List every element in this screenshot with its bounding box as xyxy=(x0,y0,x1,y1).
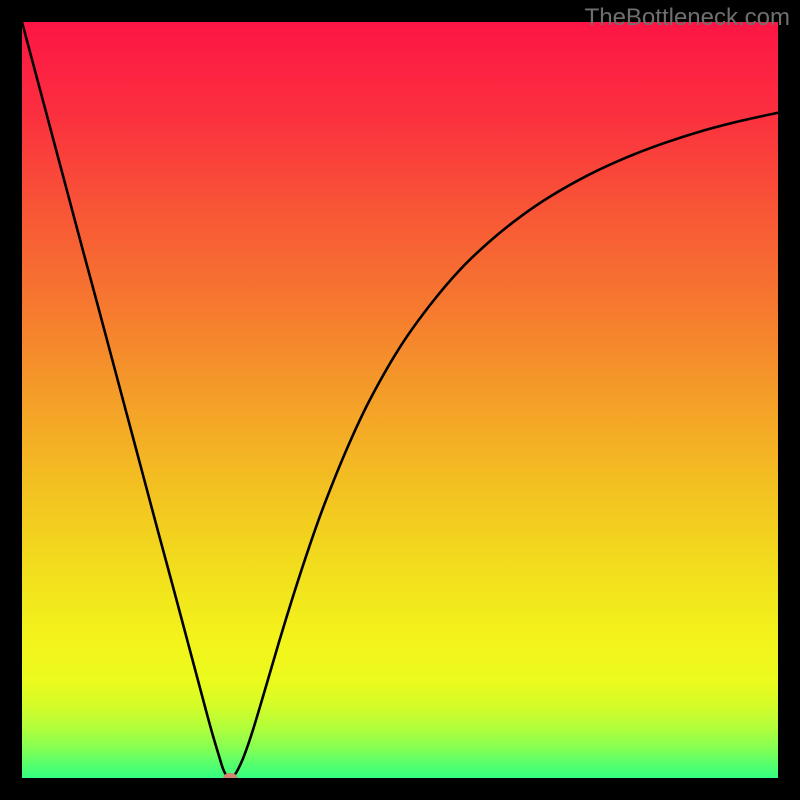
chart-svg xyxy=(22,22,778,778)
plot-area xyxy=(22,22,778,778)
chart-frame: TheBottleneck.com xyxy=(0,0,800,800)
gradient-background xyxy=(22,22,778,778)
